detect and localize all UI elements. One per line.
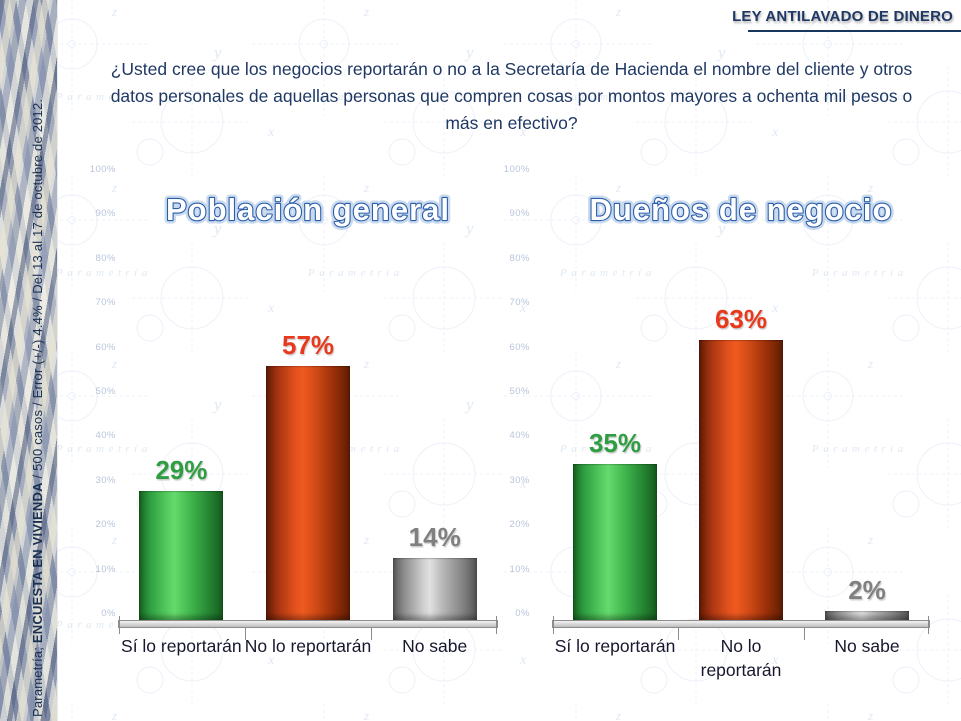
svg-text:Dueños de negocio: Dueños de negocio: [590, 192, 893, 227]
watermark-axis-label: 30%: [95, 474, 116, 486]
watermark-axis-label: 10%: [95, 563, 116, 575]
survey-question: ¿Usted cree que los negocios reportarán …: [110, 59, 913, 134]
slide-tagline: LEY ANTILAVADO DE DINERO: [732, 8, 953, 25]
bar-chart-duenos-de-negocio: 35% 63% 2% Sí lo reportarán No lo reportará…: [552, 304, 930, 682]
value-label: 2%: [848, 575, 886, 605]
watermark-axis-label: 20%: [95, 519, 116, 531]
svg-text:Población general: Población general: [166, 192, 450, 227]
bar-column: 57%: [245, 330, 372, 628]
axis-baseline: [552, 616, 930, 640]
bar-chart-poblacion-general: 29% 57% 14% Sí lo reportarán No lo reportar…: [118, 330, 498, 659]
chart-title-duenos-de-negocio: Dueños de negocio Dueños de negocio: [586, 189, 895, 231]
svg-text:Población general: Población general: [166, 192, 450, 227]
axis-tick: [928, 616, 929, 634]
bar-column: 2%: [804, 575, 930, 628]
axis-tick: [803, 627, 805, 640]
watermark-axis-label: 90%: [509, 208, 530, 220]
watermark-axis-right: 100% 90% 80% 70% 60% 50% 40% 30% 20% 10% 0%: [490, 164, 530, 634]
category-labels-row: Sí lo reportarán No lo reportarán No sabe: [552, 635, 930, 682]
caption-brand: Parametría;: [30, 643, 45, 717]
watermark-axis-label: 20%: [509, 519, 530, 531]
axis-tick: [119, 616, 120, 634]
category-label: No lo reportarán: [700, 636, 782, 680]
category-label: No sabe: [402, 636, 468, 656]
bar-column: 29%: [118, 455, 245, 628]
axis-tick: [678, 627, 680, 640]
axis-baseline: [118, 616, 498, 640]
watermark-axis-label: 60%: [509, 341, 530, 353]
watermark-axis-label: 100%: [503, 164, 530, 175]
category-label: Sí lo reportarán: [554, 636, 676, 656]
axis-tick: [244, 627, 246, 640]
chart-title-poblacion-general: Población general Población general: [162, 189, 452, 231]
value-label: 63%: [714, 304, 768, 334]
caption-study: ENCUESTA EN VIVIENDA: [30, 482, 45, 644]
category-label: No sabe: [834, 636, 900, 656]
watermark-axis-label: 70%: [95, 297, 116, 309]
watermark-axis-label: 80%: [509, 252, 530, 264]
svg-text:Dueños de negocio: Dueños de negocio: [590, 192, 893, 227]
watermark-axis-label: 40%: [509, 430, 530, 442]
category-labels-row: Sí lo reportarán No lo reportarán No sabe: [118, 635, 498, 659]
bar-green: [573, 464, 657, 620]
value-label: 57%: [281, 330, 335, 360]
watermark-axis-label: 0%: [515, 608, 530, 619]
watermark-axis-label: 80%: [95, 252, 116, 264]
plot-area: 29% 57% 14%: [118, 330, 498, 640]
survey-methodology-caption: Parametría; ENCUESTA EN VIVIENDA / 500 c…: [30, 0, 45, 717]
watermark-axis-label: 30%: [509, 474, 530, 486]
watermark-axis-label: 40%: [95, 430, 116, 442]
bar-column: 63%: [678, 304, 804, 628]
watermark-axis-label: 60%: [95, 341, 116, 353]
category-label: No lo reportarán: [244, 636, 372, 656]
bar-gray: [392, 558, 477, 620]
value-label: 35%: [588, 428, 642, 458]
watermark-axis-label: 70%: [509, 297, 530, 309]
tagline-underline: [748, 30, 961, 32]
bar-gray: [825, 611, 909, 620]
bar-red: [266, 366, 350, 620]
plot-area: 35% 63% 2%: [552, 304, 930, 640]
watercolor-sidebar: [0, 0, 58, 721]
value-label: 14%: [408, 522, 461, 552]
axis-tick: [553, 616, 554, 634]
bar-red: [699, 340, 783, 620]
watermark-axis-left: 100% 90% 80% 70% 60% 50% 40% 30% 20% 10% 0%: [76, 164, 116, 634]
bar-column: 14%: [371, 522, 498, 628]
watermark-axis-label: 90%: [95, 208, 116, 220]
bar-column: 35%: [552, 428, 678, 628]
axis-tick: [496, 616, 497, 634]
watermark-axis-label: 50%: [509, 386, 530, 397]
watermark-axis-label: 50%: [95, 386, 116, 397]
watermark-axis-label: 10%: [509, 563, 530, 575]
watermark-axis-label: 100%: [89, 164, 116, 175]
caption-details: / 500 casos / Error (+/-) 4.4% / Del 13 …: [30, 98, 45, 483]
watermark-axis-label: 0%: [101, 608, 116, 619]
bar-green: [139, 491, 224, 620]
value-label: 29%: [155, 455, 208, 485]
category-label: Sí lo reportarán: [121, 636, 242, 656]
axis-tick: [370, 627, 372, 640]
